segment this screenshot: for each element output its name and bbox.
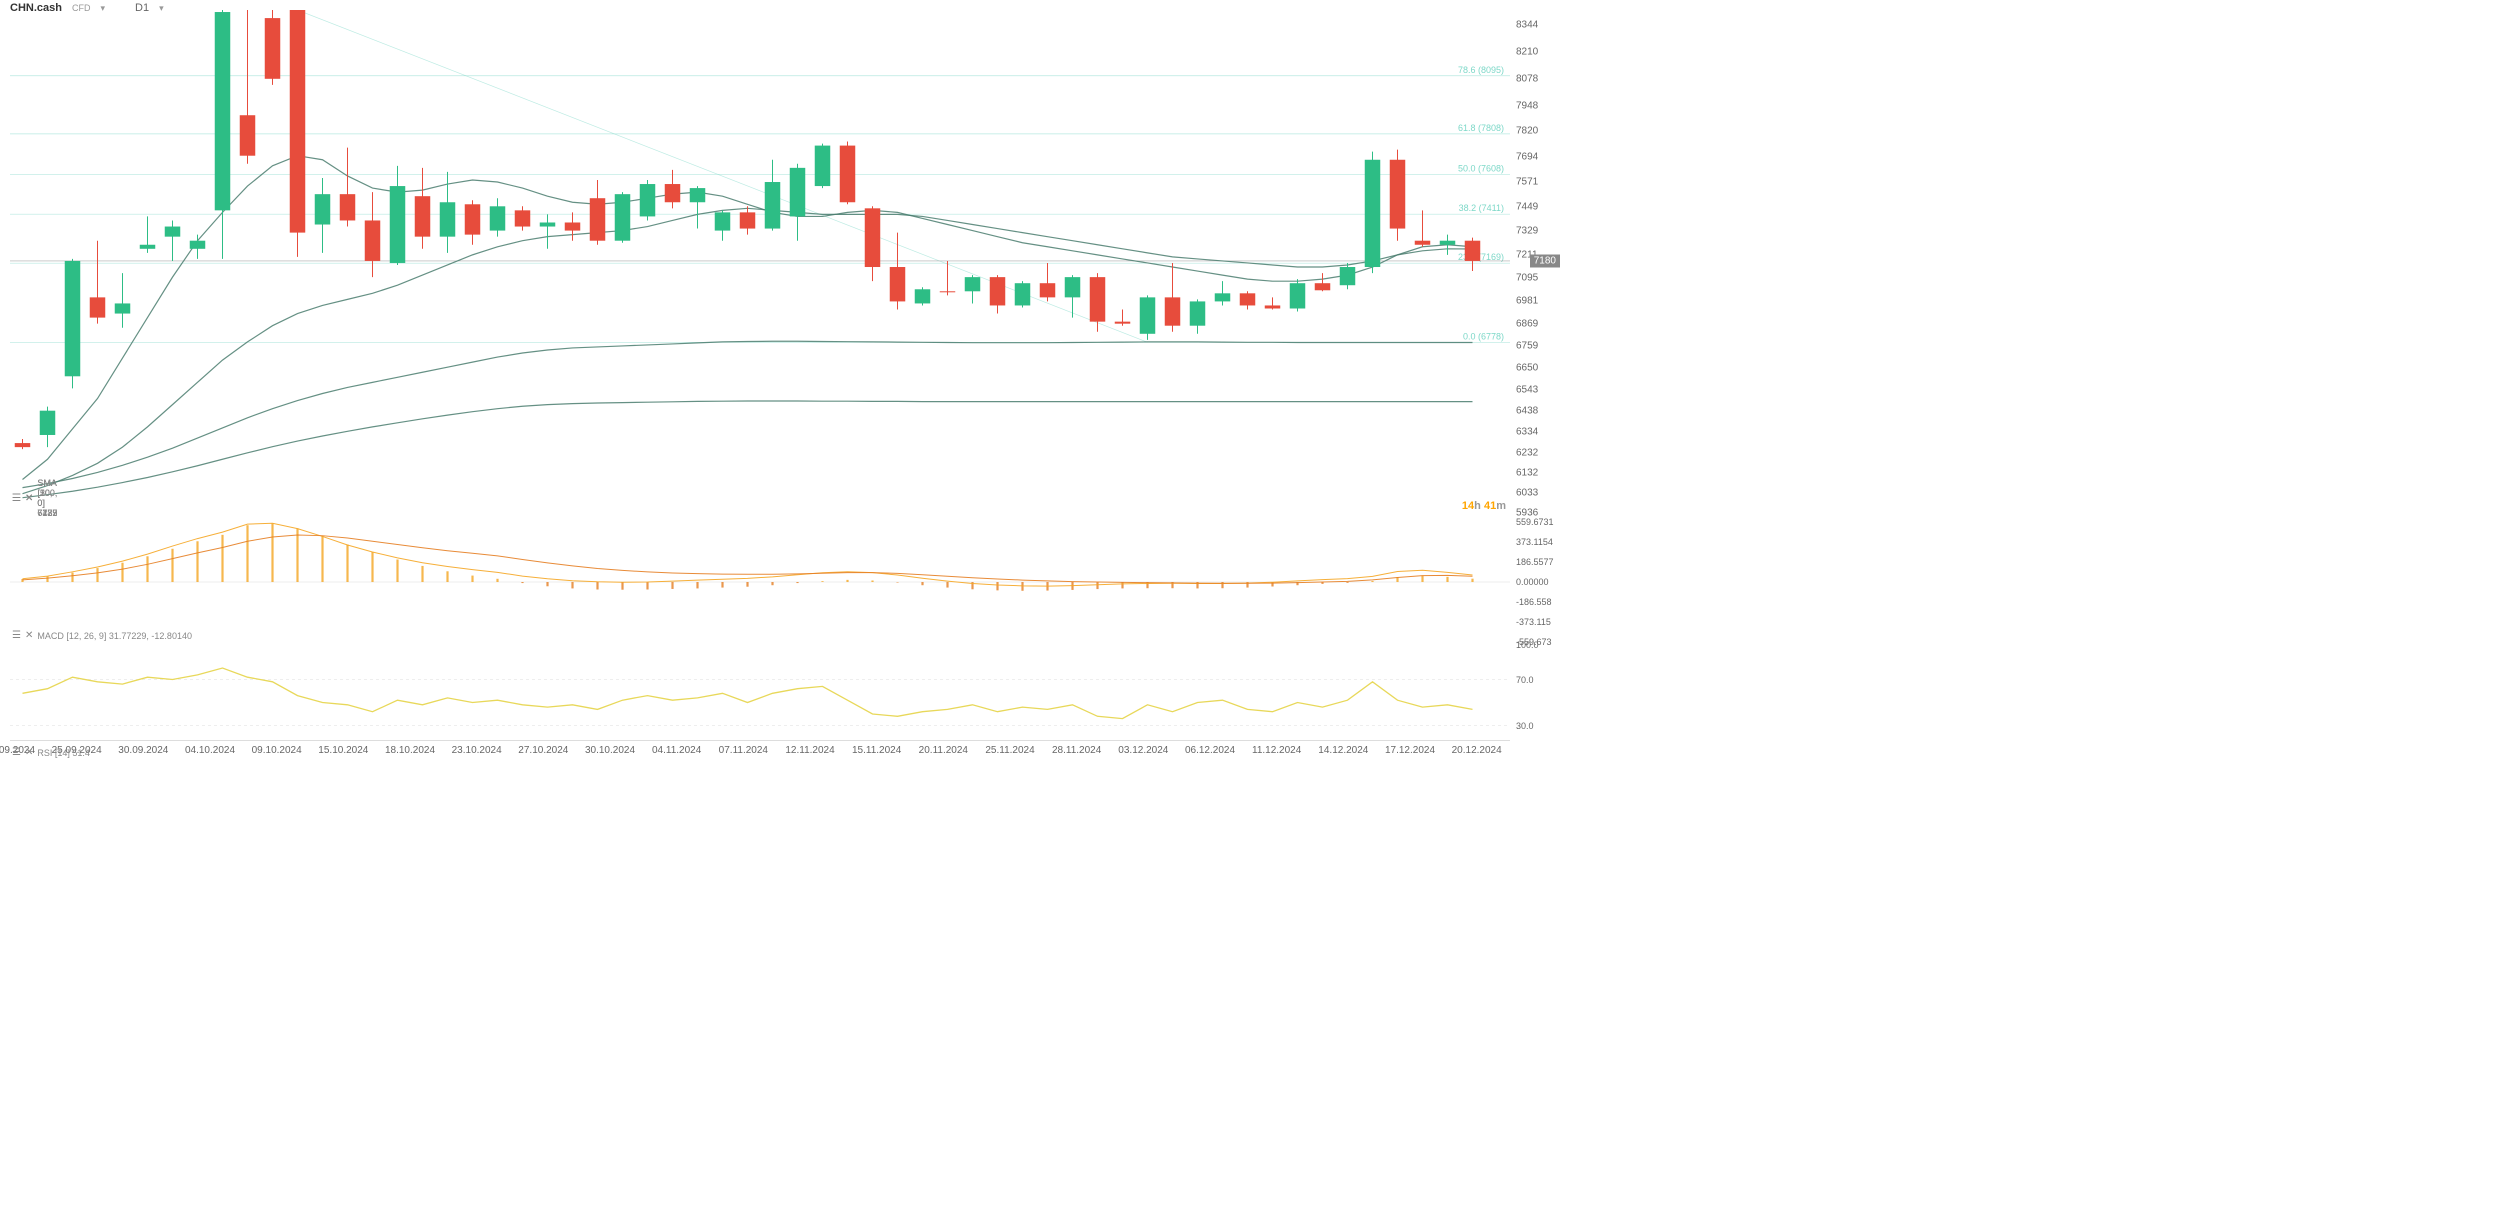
chart-container: CHN.cash CFD ▾ D1 ▾ 78.6 (8095)61.8 (780… [0,0,1560,762]
rsi-chart[interactable] [10,645,1510,737]
x-tick: 15.10.2024 [318,745,368,756]
x-tick: 20.11.2024 [919,745,968,756]
sma-indicator-label[interactable]: ☰✕ SMA [30, 0] 7122 [12,478,57,518]
x-tick: 04.10.2024 [185,745,235,756]
y-tick: 100.0 [1516,640,1539,650]
macd-indicator-label[interactable]: ☰✕ MACD [12, 26, 9] 31.77229, -12.80140 [12,630,192,641]
indicator-settings-icon[interactable]: ☰ [12,630,21,641]
y-tick: -186.558 [1516,597,1552,607]
y-tick: 6759 [1516,341,1538,352]
y-tick: 6543 [1516,384,1538,395]
indicator-settings-icon[interactable]: ☰ [12,493,21,504]
y-tick: 6981 [1516,296,1538,307]
indicator-close-icon[interactable]: ✕ [25,493,33,504]
y-tick: 7329 [1516,225,1538,236]
indicator-settings-icon[interactable]: ☰ [12,747,21,758]
svg-text:0.0 (6778): 0.0 (6778) [1463,331,1504,341]
x-tick: 23.10.2024 [452,745,502,756]
macd-chart[interactable] [10,522,1510,642]
y-tick: 7095 [1516,273,1538,284]
y-tick: 6132 [1516,468,1538,479]
y-tick: 7571 [1516,176,1538,187]
x-tick: 18.10.2024 [385,745,435,756]
price-y-axis: 8344821080787948782076947571744973297211… [1512,10,1560,522]
indicator-close-icon[interactable]: ✕ [25,747,33,758]
x-tick: 25.11.2024 [985,745,1034,756]
x-tick: 06.12.2024 [1185,745,1235,756]
y-tick: 186.5577 [1516,557,1554,567]
x-tick: 03.12.2024 [1118,745,1168,756]
bar-countdown: 14h 41m [1462,500,1506,512]
x-tick: 17.12.2024 [1385,745,1435,756]
price-chart[interactable]: 78.6 (8095) 61.8 (7808) 50.0 (7608) 38.2 (7… [10,10,1510,522]
x-tick: 07.11.2024 [719,745,768,756]
svg-text:38.2 (7411): 38.2 (7411) [1459,203,1504,213]
y-tick: 8344 [1516,20,1538,31]
y-tick: 7694 [1516,151,1538,162]
indicator-close-icon[interactable]: ✕ [25,630,33,641]
y-tick: -373.115 [1516,617,1551,627]
rsi-indicator-label[interactable]: ☰✕ RSI [14] 51.4 [12,747,90,758]
y-tick: 559.6731 [1516,517,1554,527]
y-tick: 6869 [1516,318,1538,329]
y-tick: 70.0 [1516,675,1534,685]
x-tick: 20.12.2024 [1452,745,1502,756]
current-price-badge: 7180 [1530,254,1560,267]
y-tick: 8078 [1516,74,1538,85]
svg-text:61.8 (7808): 61.8 (7808) [1458,123,1504,133]
y-tick: 8210 [1516,47,1538,58]
x-tick: 30.09.2024 [118,745,168,756]
y-tick: 6334 [1516,427,1538,438]
y-tick: 6033 [1516,488,1538,499]
y-tick: 7948 [1516,100,1538,111]
x-tick: 14.12.2024 [1318,745,1368,756]
x-tick: 28.11.2024 [1052,745,1101,756]
svg-text:78.6 (8095): 78.6 (8095) [1458,65,1504,75]
y-tick: 7820 [1516,126,1538,137]
x-tick: 09.10.2024 [252,745,302,756]
x-tick: 27.10.2024 [518,745,568,756]
y-tick: 373.1154 [1516,537,1553,547]
y-tick: 0.00000 [1516,577,1549,587]
y-tick: 6438 [1516,406,1538,417]
x-tick: 30.10.2024 [585,745,635,756]
y-tick: 7449 [1516,201,1538,212]
y-tick: 6650 [1516,363,1538,374]
x-tick: 15.11.2024 [852,745,901,756]
x-tick: 12.11.2024 [785,745,834,756]
macd-y-axis: 559.6731373.1154186.55770.00000-186.558-… [1512,522,1560,642]
date-x-axis: 20.09.202425.09.202430.09.202404.10.2024… [10,740,1510,762]
y-tick: 6232 [1516,447,1538,458]
rsi-y-axis: 100.070.030.0 [1512,645,1560,737]
x-tick: 11.12.2024 [1252,745,1301,756]
svg-text:50.0 (7608): 50.0 (7608) [1458,163,1504,173]
y-tick: 30.0 [1516,721,1534,731]
x-tick: 04.11.2024 [652,745,701,756]
